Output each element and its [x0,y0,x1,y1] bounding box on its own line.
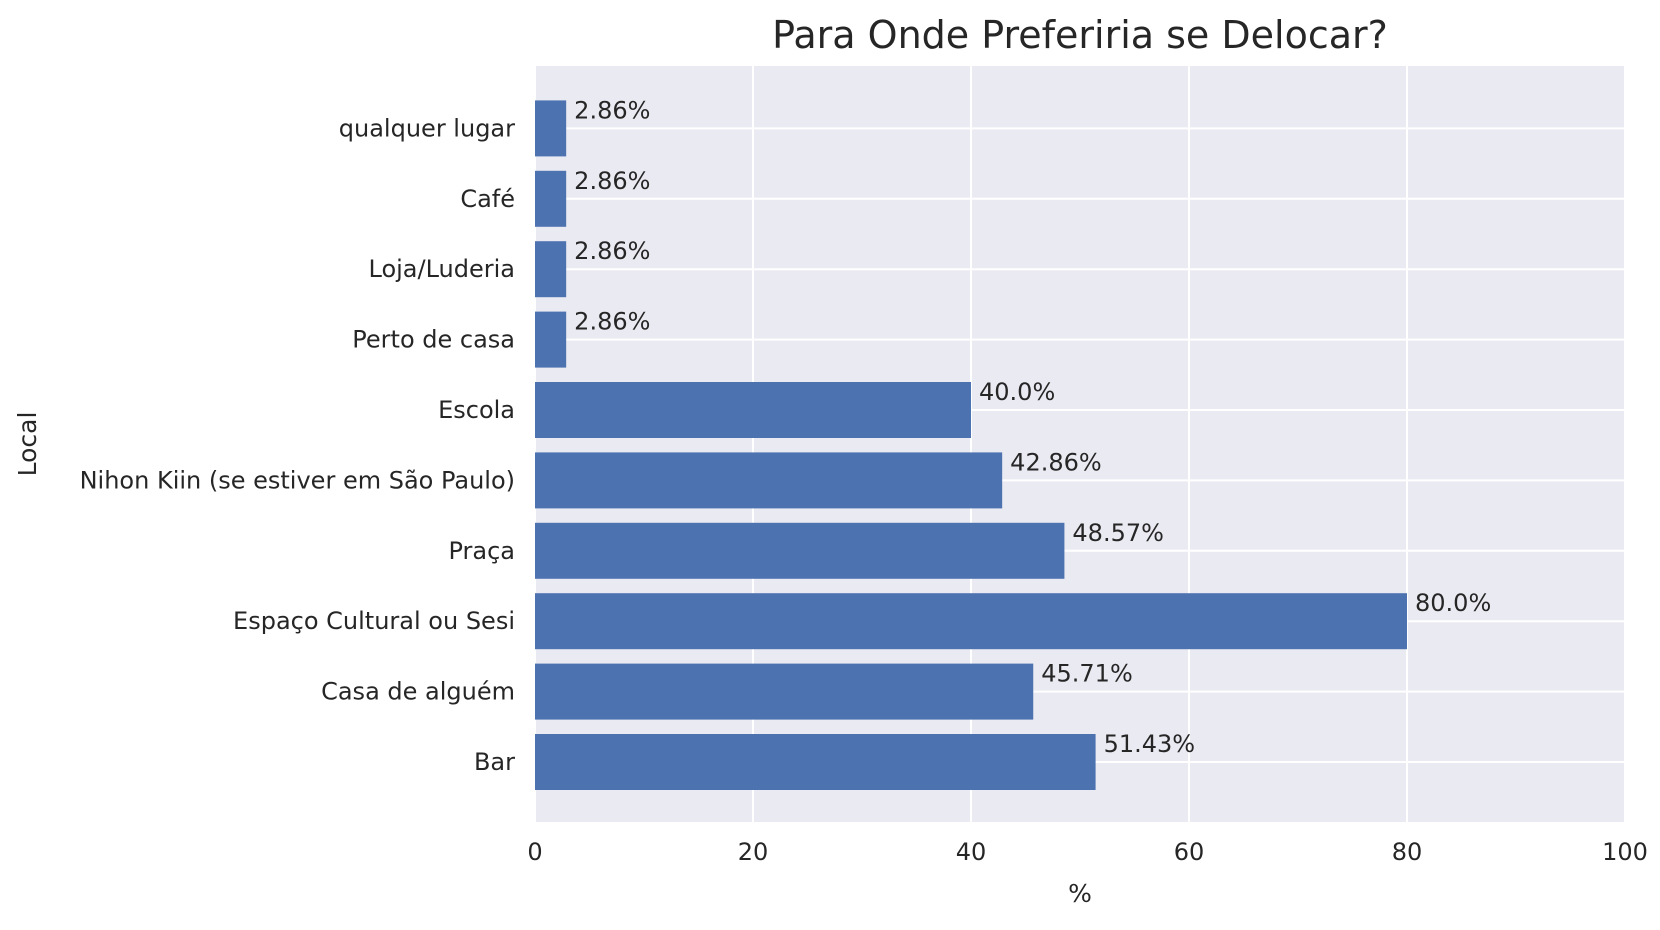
bar-value-label: 2.86% [574,167,650,195]
y-tick-label: Escola [438,396,515,424]
y-tick-label: Praça [448,537,515,565]
x-axis-label: % [1068,879,1092,908]
x-tick-label: 100 [1602,838,1648,866]
bars [535,100,1407,790]
bar-value-label: 45.71% [1041,660,1133,688]
bar [535,382,971,438]
y-tick-label: qualquer lugar [339,114,515,142]
bar [535,100,567,157]
bar [535,311,567,368]
y-axis-label: Local [13,412,42,477]
bar [535,734,1096,790]
bar-value-label: 2.86% [574,96,650,124]
bar-value-label: 2.86% [574,237,650,265]
x-tick-label: 60 [1174,838,1205,866]
chart-title: Para Onde Preferiria se Delocar? [772,13,1388,57]
bar [535,170,567,227]
bar [535,522,1065,579]
x-tick-label: 0 [527,838,542,866]
data-labels: 51.43% 45.71% 80.0% 48.57% 42.86% 40.0% 2.86% 2… [574,96,1491,758]
y-tick-label: Espaço Cultural ou Sesi [233,607,515,635]
bar-value-label: 48.57% [1072,519,1164,547]
x-tick-label: 20 [738,838,769,866]
bar-value-label: 51.43% [1104,730,1196,758]
bar [535,452,1003,509]
x-tick-labels: 0 20 40 60 80 100 [527,838,1648,866]
bar-value-label: 40.0% [979,378,1055,406]
bar-value-label: 2.86% [574,308,650,336]
bar [535,241,567,298]
bar-value-label: 80.0% [1415,589,1491,617]
y-tick-label: Nihon Kiin (se estiver em São Paulo) [80,466,515,494]
y-tick-label: Casa de alguém [321,678,515,706]
y-tick-label: Loja/Luderia [369,255,516,283]
y-tick-labels: Bar Casa de alguém Espaço Cultural ou Sesi… [80,114,516,776]
x-tick-label: 80 [1392,838,1423,866]
y-tick-label: Perto de casa [352,326,515,354]
bar [535,593,1407,650]
y-tick-label: Café [460,185,515,213]
bar [535,663,1034,720]
y-tick-label: Bar [474,748,515,776]
bar-value-label: 42.86% [1010,448,1102,476]
x-tick-label: 40 [956,838,987,866]
